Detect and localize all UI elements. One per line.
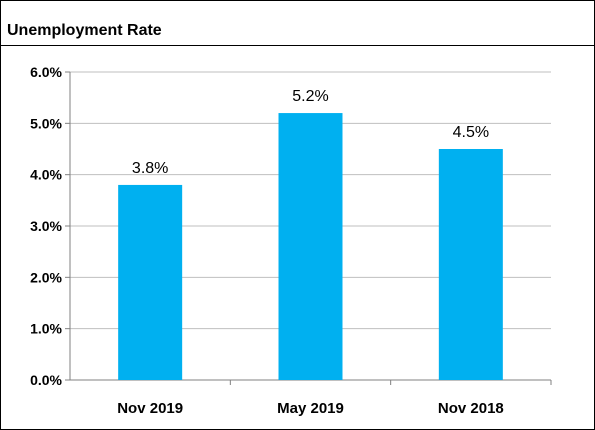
bars (118, 113, 503, 381)
data-label-1: 5.2% (292, 88, 328, 105)
chart-title-bar: Unemployment Rate (1, 1, 594, 46)
data-label-2: 4.5% (453, 124, 489, 141)
data-label-0: 3.8% (132, 160, 168, 177)
x-tick-label-2: Nov 2018 (438, 400, 504, 417)
chart-title: Unemployment Rate (7, 22, 162, 39)
x-tick-label-1: May 2019 (277, 400, 344, 417)
y-tick-label-1: 1.0% (30, 321, 62, 337)
x-tick-label-0: Nov 2019 (117, 400, 183, 417)
bar-2 (438, 149, 503, 380)
y-tick-label-0: 0.0% (30, 372, 62, 388)
bar-0 (118, 184, 183, 380)
bar-chart-plot: 0.0% 1.0% 2.0% 3.0% 4.0% 5.0% 6.0% Nov 2019 3.8%… (30, 64, 552, 417)
y-tick-label-4: 4.0% (30, 167, 62, 183)
bar-1 (278, 113, 343, 381)
labels: 0.0% 1.0% 2.0% 3.0% 4.0% 5.0% 6.0% Nov 2019 3.8%… (30, 64, 504, 417)
y-tick-label-6: 6.0% (30, 64, 62, 80)
y-tick-label-5: 5.0% (30, 115, 62, 131)
y-tick-label-2: 2.0% (30, 269, 62, 285)
y-tick-label-3: 3.0% (30, 218, 62, 234)
